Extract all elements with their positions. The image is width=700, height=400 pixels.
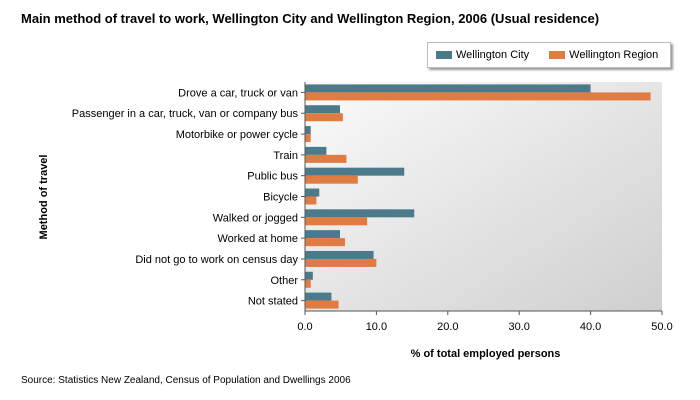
category-label: Walked or jogged <box>213 212 298 224</box>
bar-wellington-city <box>305 167 405 176</box>
bar-wellington-region <box>305 300 339 309</box>
x-tick-label: 10.0 <box>366 321 387 333</box>
category-label: Did not go to work on census day <box>135 254 298 266</box>
bar-wellington-region <box>305 92 651 101</box>
x-tick-label: 0.0 <box>297 321 312 333</box>
legend-swatch-city <box>436 51 452 59</box>
legend-swatch-region <box>549 51 566 59</box>
x-axis-title: % of total employed persons <box>411 348 561 360</box>
legend-item-region: Wellington Region <box>549 49 658 61</box>
category-label: Drove a car, truck or van <box>178 87 298 99</box>
category-label: Public bus <box>247 171 298 183</box>
chart-title: Main method of travel to work, Wellingto… <box>21 11 600 26</box>
x-tick-label: 40.0 <box>580 321 601 333</box>
bar-wellington-region <box>305 134 311 143</box>
bar-wellington-city <box>305 146 327 155</box>
legend-item-city: Wellington City <box>436 49 529 61</box>
bar-wellington-city <box>305 292 332 301</box>
x-tick-label: 20.0 <box>437 321 458 333</box>
bar-wellington-city <box>305 126 311 135</box>
bar-wellington-region <box>305 217 368 226</box>
source-note: Source: Statistics New Zealand, Census o… <box>21 375 351 386</box>
legend-label-city: Wellington City <box>456 49 530 61</box>
category-label: Motorbike or power cycle <box>176 129 298 141</box>
bar-wellington-region <box>305 258 377 267</box>
y-axis-title: Method of travel <box>38 155 50 240</box>
legend-label-region: Wellington Region <box>569 49 659 61</box>
plot-area <box>305 82 662 311</box>
bar-wellington-city <box>305 271 313 280</box>
bar-wellington-city <box>305 230 340 239</box>
bar-wellington-city <box>305 105 340 114</box>
bar-wellington-city <box>305 250 374 259</box>
bar-wellington-region <box>305 279 311 288</box>
bar-wellington-city <box>305 84 591 93</box>
bar-wellington-region <box>305 196 317 205</box>
bar-wellington-region <box>305 238 345 247</box>
category-label: Bicycle <box>263 192 298 204</box>
bar-wellington-region <box>305 113 343 122</box>
category-label: Train <box>273 150 298 162</box>
category-label: Worked at home <box>217 233 298 245</box>
bar-wellington-city <box>305 209 415 218</box>
x-tick-label: 30.0 <box>508 321 529 333</box>
bar-wellington-region <box>305 175 358 184</box>
bar-wellington-region <box>305 154 347 163</box>
bar-wellington-city <box>305 188 320 197</box>
category-label: Not stated <box>248 296 298 308</box>
category-label: Other <box>270 275 298 287</box>
x-tick-label: 50.0 <box>651 321 672 333</box>
legend: Wellington City Wellington Region <box>427 42 671 68</box>
category-label: Passenger in a car, truck, van or compan… <box>72 108 299 120</box>
